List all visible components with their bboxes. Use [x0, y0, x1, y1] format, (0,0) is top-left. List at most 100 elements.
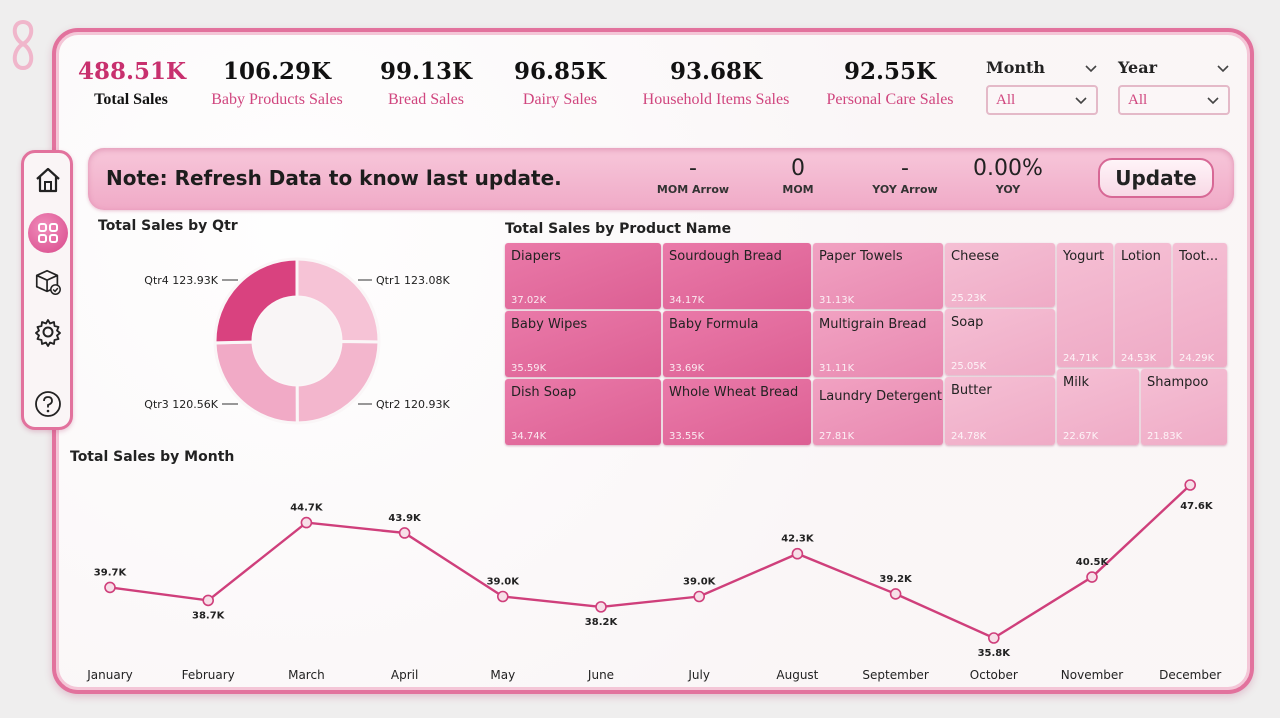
- nav-products-button[interactable]: [33, 267, 63, 297]
- treemap-tile[interactable]: Soap 25.05K: [945, 309, 1055, 375]
- tile-name: Yogurt: [1063, 249, 1105, 264]
- kpi-label: Dairy Sales: [522, 91, 598, 108]
- gear-icon: [35, 319, 61, 347]
- x-axis-tick-label: January: [86, 668, 133, 682]
- update-button[interactable]: Update: [1098, 158, 1214, 198]
- treemap-tile[interactable]: Lotion 24.53K: [1115, 243, 1171, 367]
- line-data-label: 39.0K: [487, 577, 521, 588]
- treemap-tile[interactable]: Cheese 25.23K: [945, 243, 1055, 307]
- tile-value: 34.17K: [669, 295, 705, 306]
- package-check-icon: [35, 269, 61, 295]
- nav-dashboard-button[interactable]: [28, 213, 68, 253]
- nav-help-button[interactable]: [33, 389, 63, 419]
- line-point[interactable]: [202, 594, 214, 607]
- x-axis-tick-label: October: [970, 668, 1018, 682]
- yoy-arrow-label: YOY Arrow: [872, 183, 938, 196]
- line-point[interactable]: [791, 547, 804, 560]
- month-filter-header[interactable]: Month: [986, 58, 1098, 77]
- dashboard-icon: [38, 223, 58, 243]
- chevron-down-icon: [1207, 97, 1219, 105]
- kpi-household-items-sales: 93.68K Household Items Sales: [630, 58, 802, 109]
- treemap-tile[interactable]: Paper Towels 31.13K: [813, 243, 943, 309]
- month-selected: All: [996, 91, 1016, 108]
- nav-home-button[interactable]: [33, 165, 63, 195]
- line-data-label: 38.7K: [192, 610, 226, 621]
- line-point[interactable]: [889, 588, 902, 600]
- line-data-label: 43.9K: [388, 513, 422, 524]
- tile-name: Soap: [951, 315, 984, 330]
- mom-arrow-card: - MOM Arrow: [648, 156, 738, 196]
- nav-settings-button[interactable]: [33, 317, 63, 347]
- treemap-tile[interactable]: Baby Formula 33.69K: [663, 311, 811, 377]
- line-point[interactable]: [1184, 479, 1196, 491]
- line-point[interactable]: [398, 527, 411, 539]
- treemap-tile[interactable]: Toot... 24.29K: [1173, 243, 1227, 367]
- x-axis-tick-label: July: [687, 668, 710, 682]
- treemap-tile[interactable]: Shampoo 21.83K: [1141, 369, 1227, 445]
- year-filter-header[interactable]: Year: [1118, 58, 1230, 77]
- tile-name: Shampoo: [1147, 375, 1209, 390]
- treemap-tile[interactable]: Yogurt 24.71K: [1057, 243, 1113, 367]
- tile-value: 22.67K: [1063, 431, 1099, 442]
- qtr2-label: Qtr2 120.93K: [376, 398, 450, 411]
- line-data-label: 40.5K: [1076, 557, 1110, 568]
- treemap-tile[interactable]: Dish Soap 34.74K: [505, 379, 661, 445]
- line-point[interactable]: [595, 601, 607, 613]
- kpi-value: 99.13K: [379, 58, 472, 85]
- x-axis-tick-label: June: [587, 668, 614, 682]
- qtr-chart-title: Total Sales by Qtr: [98, 218, 238, 234]
- tile-value: 31.13K: [819, 295, 855, 306]
- tile-value: 25.23K: [951, 293, 987, 304]
- yoy-arrow-card: - YOY Arrow: [860, 156, 950, 196]
- qtr1-label: Qtr1 123.08K: [376, 274, 450, 287]
- line-point[interactable]: [300, 516, 313, 529]
- line-point[interactable]: [104, 581, 116, 594]
- chevron-down-icon: [1217, 64, 1229, 72]
- tile-name: Diapers: [511, 249, 561, 264]
- line-data-label: 39.7K: [94, 567, 128, 578]
- line-data-label: 39.0K: [683, 577, 717, 588]
- line-point[interactable]: [1086, 571, 1098, 583]
- treemap-tile[interactable]: Laundry Detergent 27.81K: [813, 379, 943, 445]
- x-axis-tick-label: September: [862, 668, 928, 682]
- year-dropdown[interactable]: All: [1118, 85, 1230, 115]
- tile-name: Butter: [951, 383, 992, 398]
- tile-name: Dish Soap: [511, 385, 577, 400]
- month-filter-title: Month: [986, 58, 1046, 77]
- year-filter: Year All: [1118, 58, 1230, 115]
- month-dropdown[interactable]: All: [986, 85, 1098, 115]
- yoy-card: 0.00% YOY: [966, 156, 1050, 196]
- treemap-tile[interactable]: Sourdough Bread 34.17K: [663, 243, 811, 309]
- kpi-value: 93.68K: [669, 58, 762, 85]
- line-point[interactable]: [496, 590, 509, 603]
- brand-logo-icon: [12, 19, 34, 71]
- chevron-down-icon: [1085, 64, 1097, 72]
- kpi-label: Baby Products Sales: [211, 91, 343, 108]
- line-point[interactable]: [987, 632, 1000, 644]
- tile-value: 25.05K: [951, 361, 987, 372]
- treemap-tile[interactable]: Whole Wheat Bread 33.55K: [663, 379, 811, 445]
- tile-name: Cheese: [951, 249, 1000, 264]
- month-filter: Month All: [986, 58, 1098, 115]
- treemap-tile[interactable]: Diapers 37.02K: [505, 243, 661, 309]
- tile-value: 27.81K: [819, 431, 855, 442]
- tile-name: Laundry Detergent: [819, 389, 942, 404]
- x-axis-tick-label: February: [182, 668, 235, 682]
- tile-value: 31.11K: [819, 363, 855, 374]
- kpi-total-sales: 488.51K Total Sales: [78, 58, 186, 109]
- donut-hole: [253, 297, 341, 385]
- year-selected: All: [1128, 91, 1148, 108]
- treemap-tile[interactable]: Multigrain Bread 31.11K: [813, 311, 943, 377]
- line-data-label: 44.7K: [290, 503, 324, 514]
- tile-name: Lotion: [1121, 249, 1161, 264]
- x-axis-tick-label: March: [288, 668, 325, 682]
- treemap-tile[interactable]: Milk 22.67K: [1057, 369, 1139, 445]
- line-point[interactable]: [693, 590, 706, 603]
- sales-line: [109, 484, 1192, 640]
- kpi-label: Bread Sales: [388, 91, 464, 108]
- product-chart-title: Total Sales by Product Name: [505, 221, 732, 237]
- kpi-label: Personal Care Sales: [826, 91, 954, 108]
- treemap-tile[interactable]: Baby Wipes 35.59K: [505, 311, 661, 377]
- tile-name: Paper Towels: [819, 249, 903, 264]
- treemap-tile[interactable]: Butter 24.78K: [945, 377, 1055, 445]
